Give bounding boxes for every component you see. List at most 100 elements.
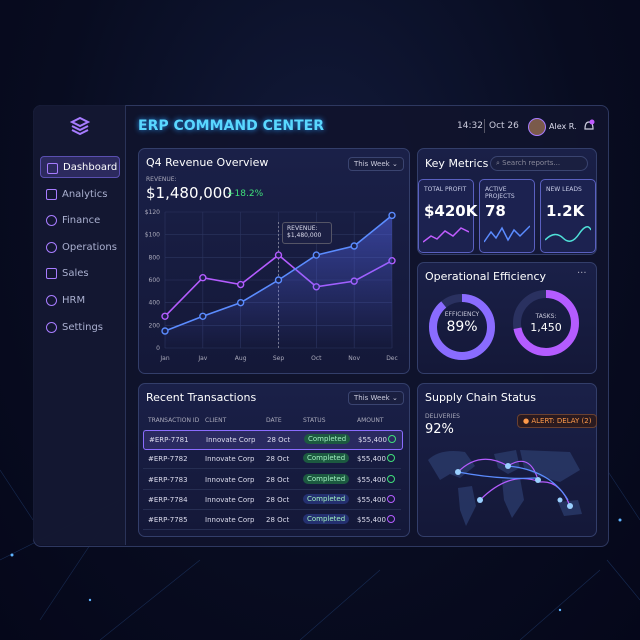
point bbox=[236, 280, 245, 289]
nav-item[interactable]: Dashboard bbox=[40, 156, 120, 178]
table-cell: Innovate Corp bbox=[205, 475, 255, 484]
nav-item[interactable]: Settings bbox=[40, 316, 120, 338]
supply-map bbox=[428, 450, 582, 526]
tooltip: REVENUE: $1,480,000 bbox=[282, 222, 332, 244]
deliveries-value: 92% bbox=[425, 422, 454, 437]
nav-label: Dashboard bbox=[63, 161, 118, 173]
table-row[interactable]: #ERP-7782 Innovate Corp 28 Oct Completed $55… bbox=[143, 450, 401, 470]
revenue-label: REVENUE: bbox=[146, 176, 177, 183]
point bbox=[161, 312, 169, 320]
column-header: STATUS bbox=[303, 417, 326, 424]
alert-text: ALERT: DELAY (2) bbox=[531, 417, 592, 425]
table-cell: Innovate Corp bbox=[206, 436, 256, 444]
search-placeholder: Search reports... bbox=[502, 159, 561, 167]
point bbox=[312, 251, 321, 259]
nav-item[interactable]: Analytics bbox=[40, 183, 120, 205]
y-tick-label: $120 bbox=[145, 209, 160, 216]
x-tick-label: Sep bbox=[273, 355, 285, 362]
search-box[interactable]: ⌕ Search reports... bbox=[490, 156, 588, 171]
table-row[interactable]: #ERP-7783 Innovate Corp 28 Oct Completed $55… bbox=[143, 471, 401, 490]
table-cell: Innovate Corp bbox=[205, 516, 255, 525]
gauge-value: 1,450 bbox=[530, 321, 562, 334]
table-cell: Innovate Corp bbox=[205, 455, 255, 464]
metric-label: ACTIVE PROJECTS bbox=[485, 186, 515, 200]
status-icon bbox=[388, 435, 396, 443]
more-menu[interactable]: ··· bbox=[577, 268, 587, 279]
nav-label: Finance bbox=[62, 214, 101, 226]
column-header: DATE bbox=[266, 417, 282, 424]
gauge-arc bbox=[513, 290, 579, 356]
alert-badge: ● ALERT: DELAY (2) bbox=[517, 414, 598, 428]
page-title: ERP COMMAND CENTER bbox=[138, 118, 325, 134]
user-name: Alex R. bbox=[549, 122, 577, 131]
point bbox=[274, 276, 283, 284]
revenue-amount: $1,480,000 bbox=[146, 184, 232, 202]
avatar[interactable] bbox=[528, 118, 546, 136]
revenue-change: +18.2% bbox=[227, 189, 264, 199]
column-header: CLIENT bbox=[205, 417, 227, 424]
nav-item[interactable]: HRM bbox=[40, 289, 120, 311]
gauge-value: 89% bbox=[446, 319, 478, 335]
card-title: Key Metrics bbox=[425, 157, 489, 170]
table-row[interactable]: #ERP-7785 Innovate Corp 28 Oct Completed $55… bbox=[143, 511, 401, 531]
table-cell: $55,400 bbox=[358, 436, 387, 444]
nav-item[interactable]: Finance bbox=[40, 209, 120, 231]
point bbox=[236, 298, 245, 307]
metric-label: NEW LEADS bbox=[546, 186, 582, 193]
x-tick-label: Aug bbox=[235, 355, 247, 362]
x-tick-label: Dec bbox=[386, 355, 398, 362]
y-tick-label: $100 bbox=[145, 232, 160, 239]
table-cell: 28 Oct bbox=[266, 495, 290, 504]
gauge-label: EFFICIENCY bbox=[444, 311, 480, 318]
revenue-chart: 0 200 400 600 800 $100 $120 Jan Jav Aug Sep Oct Nov D… bbox=[145, 209, 398, 362]
table-cell: 28 Oct bbox=[266, 516, 290, 525]
point bbox=[199, 274, 207, 282]
status-icon bbox=[387, 474, 395, 483]
filter-label: This Week bbox=[354, 394, 390, 402]
x-tick-label: Oct bbox=[311, 355, 322, 362]
metric-card: ACTIVE PROJECTS 78 bbox=[479, 179, 535, 253]
card-title: Operational Efficiency bbox=[425, 270, 547, 283]
y-tick-label: 800 bbox=[149, 254, 161, 261]
table-row[interactable]: #ERP-7781 Innovate Corp 28 Oct Completed $55… bbox=[143, 430, 403, 450]
nav-label: HRM bbox=[62, 294, 86, 306]
point bbox=[161, 327, 169, 335]
table-cell: $55,400 bbox=[357, 475, 386, 484]
table-cell: Completed bbox=[304, 434, 351, 444]
point bbox=[388, 211, 396, 220]
table-cell: Completed bbox=[303, 493, 350, 504]
table-row[interactable]: #ERP-7784 Innovate Corp 28 Oct Completed $55… bbox=[143, 491, 401, 510]
status-icon bbox=[387, 515, 395, 524]
metric-value: 1.2K bbox=[546, 202, 585, 220]
y-tick-label: 600 bbox=[149, 277, 161, 284]
transactions-card bbox=[138, 383, 410, 537]
table-cell: 28 Oct bbox=[266, 455, 290, 464]
column-header: TRANSACTION ID bbox=[148, 417, 200, 424]
time: 14:32 bbox=[457, 121, 483, 131]
date: Oct 26 bbox=[489, 121, 519, 131]
tooltip-label: REVENUE: bbox=[287, 225, 318, 232]
table-cell: 28 Oct bbox=[267, 436, 291, 444]
filter[interactable]: This Week ⌄ bbox=[348, 391, 404, 405]
nav-item[interactable]: Sales bbox=[40, 262, 120, 284]
column-header: AMOUNT bbox=[357, 417, 384, 424]
table-cell: #ERP-7783 bbox=[148, 475, 188, 484]
status-icon bbox=[387, 494, 395, 503]
table-cell: Completed bbox=[303, 514, 350, 525]
point bbox=[350, 242, 358, 250]
filter[interactable]: This Week ⌄ bbox=[348, 157, 404, 171]
notifications[interactable] bbox=[582, 118, 596, 134]
table-cell: Completed bbox=[303, 473, 350, 484]
metric-value: $420K bbox=[424, 202, 478, 220]
table-cell: $55,400 bbox=[357, 516, 386, 525]
nav-label: Settings bbox=[62, 321, 104, 333]
gauge-arc bbox=[429, 294, 495, 360]
gauges bbox=[429, 290, 579, 360]
nav-item[interactable]: Operations bbox=[40, 236, 120, 258]
table-cell: $55,400 bbox=[357, 455, 386, 464]
logo bbox=[70, 116, 90, 136]
deliveries-label: DELIVERIES bbox=[425, 413, 460, 420]
y-tick-label: 400 bbox=[149, 300, 161, 307]
x-tick-label: Jan bbox=[159, 355, 169, 362]
